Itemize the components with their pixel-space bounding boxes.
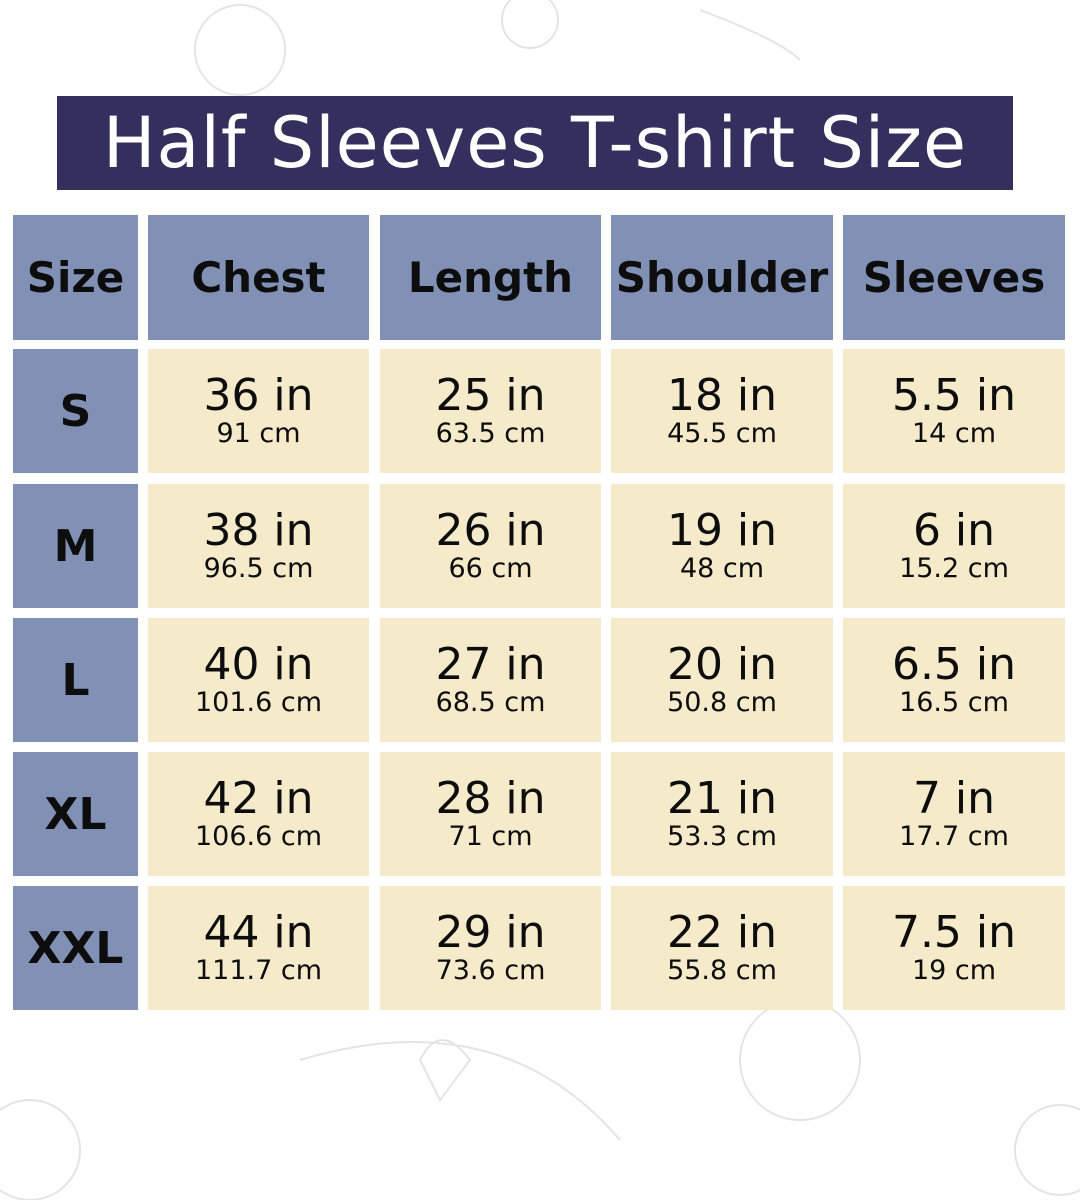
inches-value: 21 in <box>666 773 778 824</box>
measurement-cell: 28 in 71 cm <box>380 752 601 876</box>
inches-value: 44 in <box>203 907 314 958</box>
inches-value: 20 in <box>666 639 778 690</box>
measurement-cell: 42 in 106.6 cm <box>148 752 369 876</box>
measurement-cell: 22 in 55.8 cm <box>611 886 833 1010</box>
inches-value: 5.5 in <box>891 370 1017 421</box>
inches-value: 7 in <box>912 773 996 824</box>
measurement-cell: 18 in 45.5 cm <box>611 349 833 473</box>
measurement-cell: 38 in 96.5 cm <box>148 484 369 608</box>
cm-value: 63.5 cm <box>435 418 546 449</box>
header-chest: Chest <box>148 215 369 340</box>
measurement-cell: 27 in 68.5 cm <box>380 618 601 742</box>
inches-value: 19 in <box>666 505 778 556</box>
measurement-cell: 5.5 in 14 cm <box>843 349 1065 473</box>
inches-value: 25 in <box>435 370 546 421</box>
cm-value: 71 cm <box>448 821 533 852</box>
measurement-cell: 6.5 in 16.5 cm <box>843 618 1065 742</box>
measurement-cell: 26 in 66 cm <box>380 484 601 608</box>
cm-value: 96.5 cm <box>203 553 314 584</box>
inches-value: 29 in <box>435 907 546 958</box>
cm-value: 73.6 cm <box>435 955 546 986</box>
cm-value: 91 cm <box>216 418 301 449</box>
measurement-cell: 44 in 111.7 cm <box>148 886 369 1010</box>
measurement-cell: 25 in 63.5 cm <box>380 349 601 473</box>
cm-value: 48 cm <box>679 553 765 584</box>
page-title: Half Sleeves T-shirt Size <box>57 96 1013 190</box>
size-label: XL <box>13 752 138 876</box>
measurement-cell: 21 in 53.3 cm <box>611 752 833 876</box>
size-label: XXL <box>13 886 138 1010</box>
inches-value: 6 in <box>912 505 996 556</box>
inches-value: 7.5 in <box>891 907 1017 958</box>
inches-value: 28 in <box>435 773 546 824</box>
cm-value: 111.7 cm <box>194 955 323 986</box>
header-size: Size <box>13 215 138 340</box>
inches-value: 42 in <box>203 773 314 824</box>
cm-value: 15.2 cm <box>899 553 1009 584</box>
measurement-cell: 19 in 48 cm <box>611 484 833 608</box>
inches-value: 38 in <box>203 505 314 556</box>
inches-value: 18 in <box>666 370 778 421</box>
cm-value: 19 cm <box>911 955 997 986</box>
measurement-cell: 7 in 17.7 cm <box>843 752 1065 876</box>
cm-value: 50.8 cm <box>667 687 777 718</box>
inches-value: 26 in <box>435 505 546 556</box>
measurement-cell: 20 in 50.8 cm <box>611 618 833 742</box>
cm-value: 53.3 cm <box>667 821 777 852</box>
inches-value: 40 in <box>203 639 314 690</box>
inches-value: 22 in <box>666 907 778 958</box>
cm-value: 106.6 cm <box>194 821 323 852</box>
cm-value: 68.5 cm <box>435 687 546 718</box>
cm-value: 17.7 cm <box>899 821 1009 852</box>
cm-value: 14 cm <box>911 418 997 449</box>
cm-value: 45.5 cm <box>667 418 777 449</box>
cm-value: 16.5 cm <box>899 687 1009 718</box>
measurement-cell: 6 in 15.2 cm <box>843 484 1065 608</box>
cm-value: 55.8 cm <box>667 955 777 986</box>
header-sleeves: Sleeves <box>843 215 1065 340</box>
inches-value: 36 in <box>203 370 314 421</box>
header-shoulder: Shoulder <box>611 215 833 340</box>
header-length: Length <box>380 215 601 340</box>
size-label: S <box>13 349 138 473</box>
size-label: L <box>13 618 138 742</box>
size-label: M <box>13 484 138 608</box>
measurement-cell: 29 in 73.6 cm <box>380 886 601 1010</box>
cm-value: 66 cm <box>448 553 533 584</box>
cm-value: 101.6 cm <box>194 687 323 718</box>
measurement-cell: 40 in 101.6 cm <box>148 618 369 742</box>
inches-value: 6.5 in <box>891 639 1017 690</box>
measurement-cell: 36 in 91 cm <box>148 349 369 473</box>
inches-value: 27 in <box>435 639 546 690</box>
measurement-cell: 7.5 in 19 cm <box>843 886 1065 1010</box>
